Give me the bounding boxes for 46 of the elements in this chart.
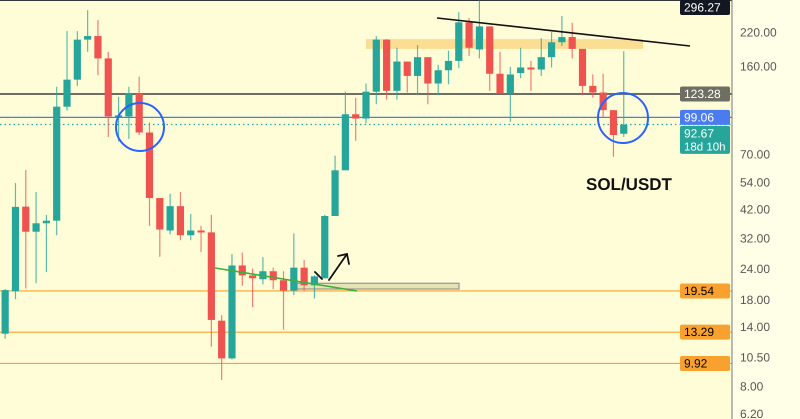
candlestick xyxy=(32,191,40,284)
y-tick-label: 54.00 xyxy=(740,175,770,190)
ref-line-label: 123.28 xyxy=(684,87,722,102)
ref-line-label: 296.27 xyxy=(684,0,722,14)
candlestick xyxy=(352,97,360,142)
annotation: 18d 10h xyxy=(684,141,726,154)
candlestick xyxy=(506,66,514,122)
candlestick xyxy=(568,22,576,60)
candlestick xyxy=(527,60,535,92)
y-tick-label: 160.00 xyxy=(740,59,778,74)
candlestick xyxy=(187,213,194,241)
ref-line-label: 19.54 xyxy=(684,284,714,298)
candlestick xyxy=(558,15,566,47)
candlestick xyxy=(404,60,411,94)
candlestick xyxy=(248,268,256,308)
y-tick-label: 42.00 xyxy=(740,202,770,216)
candlestick xyxy=(280,270,288,330)
candlestick xyxy=(538,37,545,77)
y-tick-label: 32.00 xyxy=(740,231,770,246)
candlestick xyxy=(434,64,442,96)
y-tick-label: 18.00 xyxy=(740,292,770,307)
candlestick xyxy=(84,10,92,52)
ref-line-label: 9.92 xyxy=(684,356,708,370)
y-tick-label: 14.00 xyxy=(740,320,770,334)
candlestick xyxy=(42,214,50,273)
candlestick xyxy=(548,31,556,68)
candlestick xyxy=(517,47,524,79)
y-tick-label: 8.00 xyxy=(740,380,764,394)
y-tick-label: 24.00 xyxy=(740,262,770,276)
y-tick-label: 10.50 xyxy=(740,350,770,365)
candlestick xyxy=(197,225,205,253)
candlestick xyxy=(290,232,298,296)
y-tick-label: 6.20 xyxy=(740,406,764,419)
ref-line-label: 99.06 xyxy=(684,110,714,124)
candlestick xyxy=(496,51,504,94)
candlestick xyxy=(476,0,484,60)
candlestick xyxy=(589,74,596,98)
ref-line-label: 13.29 xyxy=(684,325,714,340)
y-tick-label: 220.00 xyxy=(740,25,778,40)
candlestick xyxy=(94,20,102,76)
text: SOL/USDT xyxy=(586,175,673,194)
candlestick xyxy=(414,44,422,96)
candlestick xyxy=(444,50,452,85)
ref-line-label: 92.67 xyxy=(684,126,714,140)
candlestick xyxy=(300,259,308,292)
y-tick-label: 70.00 xyxy=(740,148,770,162)
